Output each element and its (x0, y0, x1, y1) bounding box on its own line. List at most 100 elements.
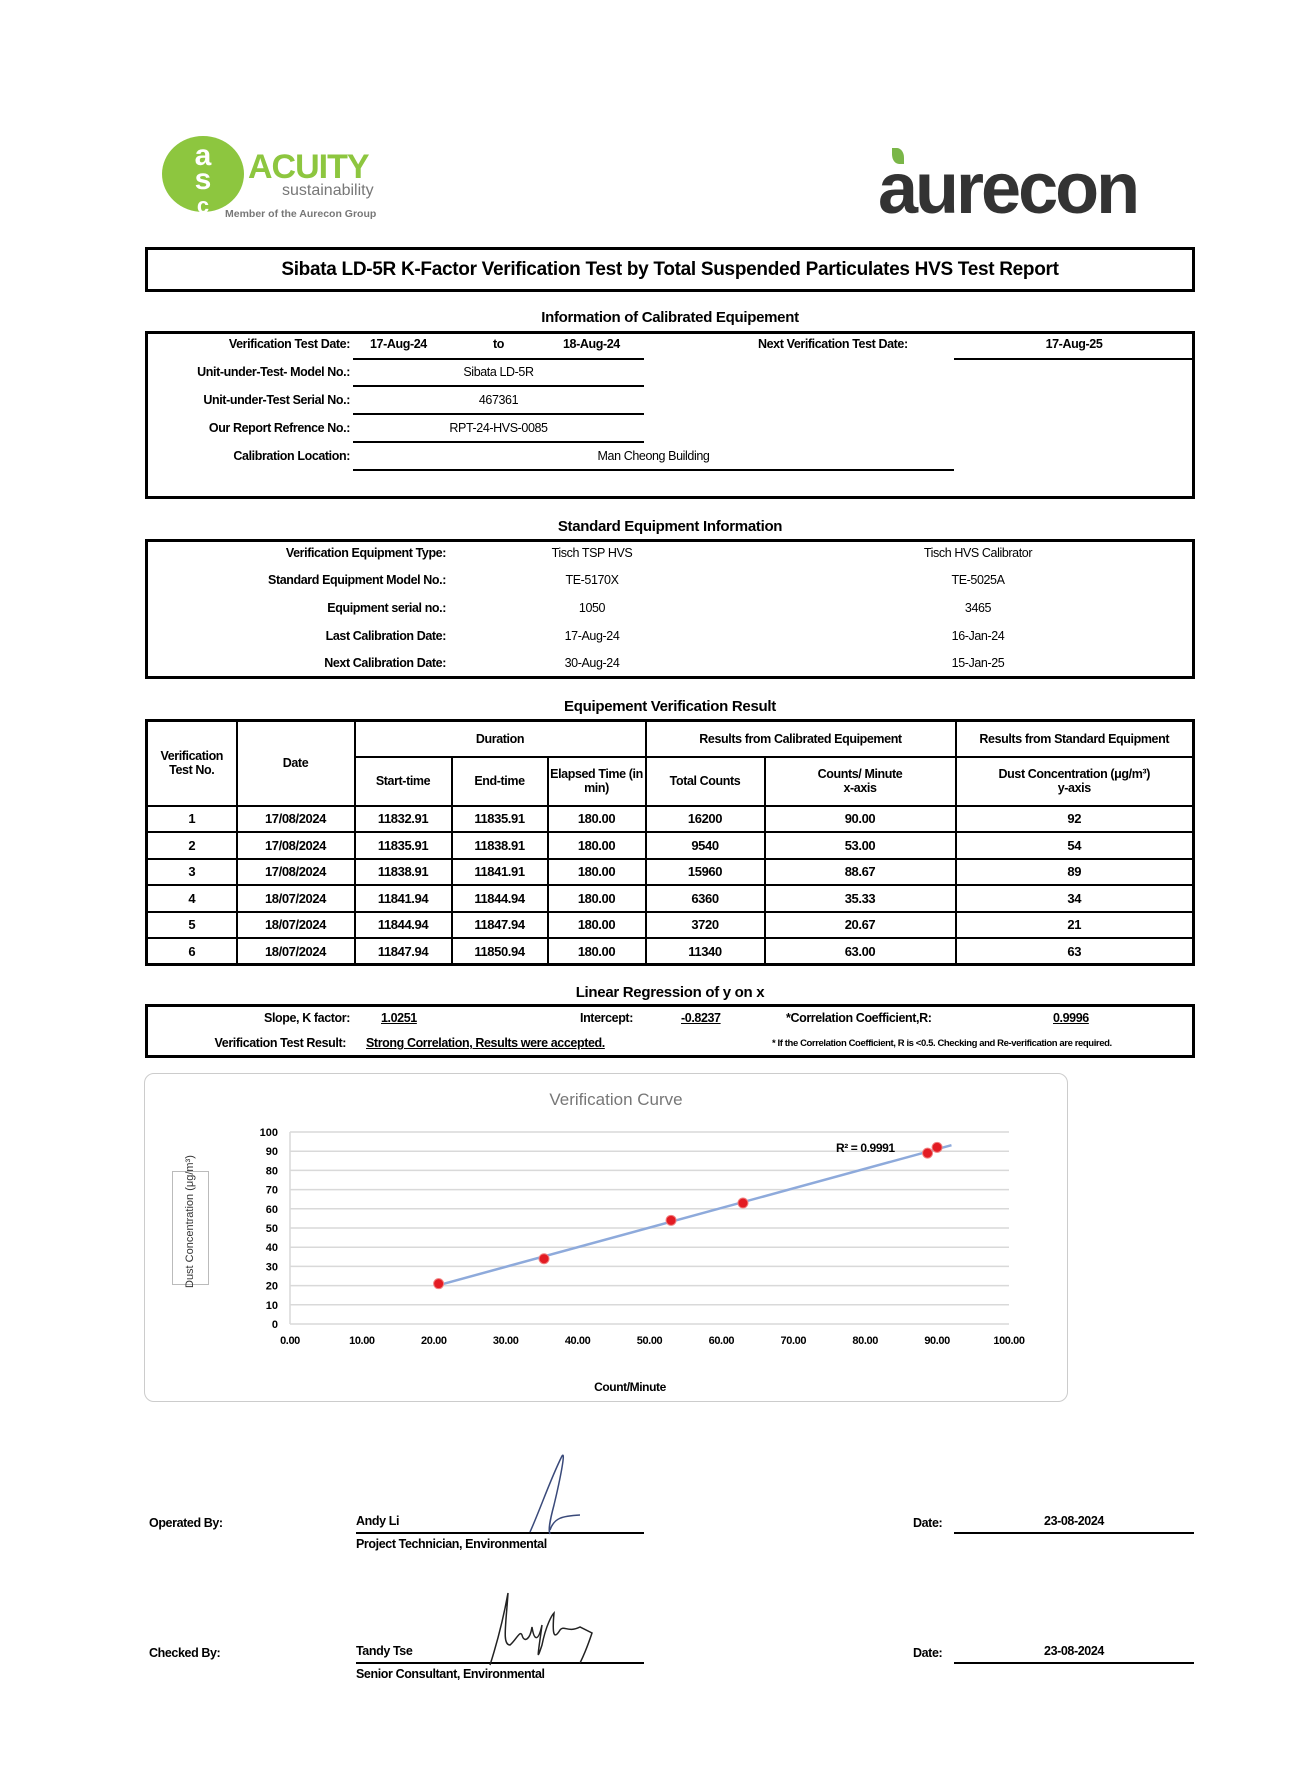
standard-box (145, 539, 1195, 679)
x-tick-label: 70.00 (781, 1335, 807, 1347)
operated-name: Andy Li (356, 1514, 400, 1528)
y-tick-label: 30 (266, 1261, 278, 1273)
th-standard: Results from Standard Equipment (954, 719, 1195, 758)
aurecon-logo: aurecon (878, 140, 1148, 230)
location-value: Man Cheong Building (597, 449, 710, 463)
th-start: Start-time (353, 755, 453, 807)
next-test-date: 17-Aug-25 (1045, 337, 1103, 351)
standard-row-hvs: TE-5170X (565, 573, 619, 587)
serial-value: 467361 (478, 393, 519, 407)
table-cell: 11847.94 (353, 937, 453, 966)
standard-row-hvs: 30-Aug-24 (564, 656, 620, 670)
table-cell: 11841.91 (450, 857, 549, 886)
checker-signature (489, 1592, 593, 1666)
x-tick-label: 0.00 (280, 1335, 300, 1347)
operated-by-label: Operated By: (149, 1516, 223, 1530)
standard-row-label: Next Calibration Date: (324, 656, 446, 670)
regression-box (145, 1004, 1195, 1058)
th-date: Date (235, 719, 356, 807)
th-cpm-axis: x-axis (843, 781, 877, 795)
standard-row-label: Standard Equipment Model No.: (268, 573, 446, 587)
operator-signature (529, 1454, 581, 1535)
slope-value: 1.0251 (381, 1011, 417, 1025)
checked-date: 23-08-2024 (1044, 1644, 1104, 1658)
table-cell: 180.00 (546, 884, 647, 913)
table-row: 6 18/07/2024 11847.94 11850.94 180.00 11340 63… (145, 937, 1195, 966)
table-cell: 180.00 (546, 937, 647, 966)
acuity-tagline: Member of the Aurecon Group (225, 208, 377, 220)
checked-title: Senior Consultant, Environmental (356, 1667, 545, 1681)
th-elapsed: Elapsed Time (in min) (546, 755, 647, 807)
aurecon-name: aurecon (878, 149, 1140, 229)
standard-row-calibrator: 16-Jan-24 (951, 629, 1005, 643)
table-cell: 89 (954, 857, 1195, 886)
report-title-box: Sibata LD-5R K-Factor Verification Test … (145, 247, 1195, 292)
report-title: Sibata LD-5R K-Factor Verification Test … (281, 258, 1059, 280)
y-tick-label: 50 (266, 1223, 278, 1235)
table-row: 3 17/08/2024 11838.91 11841.91 180.00 15960 88… (145, 857, 1195, 886)
operated-date-label: Date: (913, 1516, 943, 1530)
th-test-no: Verification Test No. (145, 719, 238, 807)
standard-row-calibrator: 3465 (964, 601, 992, 615)
checked-date-label: Date: (913, 1646, 943, 1660)
data-point (433, 1278, 445, 1290)
table-cell: 63 (954, 937, 1195, 966)
info-box (145, 331, 1195, 499)
th-total: Total Counts (644, 755, 766, 807)
data-point (922, 1147, 934, 1159)
operated-title: Project Technician, Environmental (356, 1537, 547, 1551)
intercept-label: Intercept: (580, 1011, 633, 1025)
standard-heading: Standard Equipment Information (557, 518, 783, 535)
table-cell: 18/07/2024 (235, 937, 356, 966)
model-label: Unit-under-Test- Model No.: (197, 365, 350, 379)
x-tick-label: 20.00 (421, 1335, 447, 1347)
y-tick-label: 20 (266, 1281, 278, 1293)
data-point (931, 1141, 943, 1153)
y-tick-label: 100 (260, 1127, 278, 1139)
data-point (665, 1214, 677, 1226)
checked-by-label: Checked By: (149, 1646, 221, 1660)
table-cell: 17/08/2024 (235, 804, 356, 833)
th-dust: Dust Concentration (μg/m³) y-axis (954, 755, 1195, 807)
location-label: Calibration Location: (233, 449, 350, 463)
y-tick-label: 10 (266, 1300, 278, 1312)
table-cell: 11838.91 (353, 857, 453, 886)
y-tick-label: 60 (266, 1204, 278, 1216)
acuity-sub: sustainability (282, 182, 374, 199)
leaf-icon (892, 148, 904, 164)
model-value: Sibata LD-5R (463, 365, 534, 379)
th-duration: Duration (353, 719, 647, 758)
table-cell: 180.00 (546, 857, 647, 886)
table-cell: 11340 (644, 937, 766, 966)
x-tick-label: 80.00 (852, 1335, 878, 1347)
standard-row-hvs: 1050 (578, 601, 606, 615)
table-cell: 180.00 (546, 910, 647, 939)
th-calibrated: Results from Calibrated Equipement (644, 719, 957, 758)
acuity-name: ACUITY (248, 148, 370, 186)
next-test-label: Next Verification Test Date: (758, 337, 908, 351)
test-date-to: 18-Aug-24 (563, 337, 620, 351)
report-ref-label: Our Report Refrence No.: (208, 421, 351, 435)
x-tick-label: 90.00 (924, 1335, 950, 1347)
table-cell: 17/08/2024 (235, 857, 356, 886)
intercept-value: -0.8237 (681, 1011, 721, 1025)
result-value: Strong Correlation, Results were accepte… (366, 1036, 605, 1050)
report-ref-value: RPT-24-HVS-0085 (449, 421, 548, 435)
x-axis-label: Count/Minute (594, 1380, 666, 1394)
standard-row-calibrator: 15-Jan-25 (951, 656, 1005, 670)
y-tick-label: 70 (266, 1185, 278, 1197)
serial-label: Unit-under-Test Serial No.: (203, 393, 350, 407)
x-tick-label: 40.00 (565, 1335, 591, 1347)
y-tick-label: 40 (266, 1242, 278, 1254)
corr-note: * If the Correlation Coefficient, R is <… (772, 1038, 1112, 1049)
x-tick-label: 50.00 (637, 1335, 663, 1347)
corr-value: 0.9996 (1053, 1011, 1089, 1025)
table-cell: 6 (145, 937, 238, 966)
test-date-label: Verification Test Date: (228, 337, 351, 351)
regression-heading: Linear Regression of y on x (575, 984, 765, 1001)
standard-row-calibrator: Tisch HVS Calibrator (923, 546, 1033, 560)
table-cell: 35.33 (763, 884, 957, 913)
standard-row-label: Verification Equipment Type: (285, 546, 447, 560)
